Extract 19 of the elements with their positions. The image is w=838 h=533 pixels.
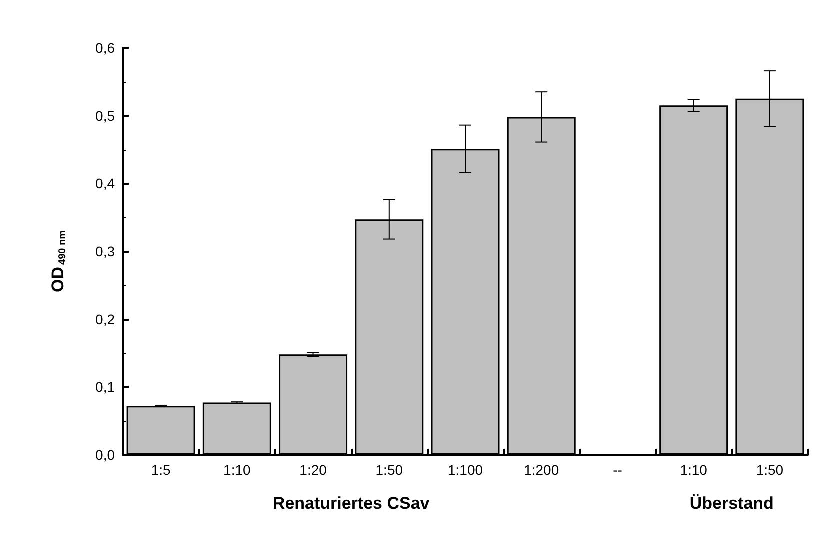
y-tick-label: 0,1 xyxy=(96,379,116,396)
y-tick-label: 0,6 xyxy=(96,40,116,56)
x-axis-title: Renaturiertes CSav xyxy=(272,494,430,513)
x-tick-label: 1:10 xyxy=(224,462,252,478)
y-axis-title: OD490 nm xyxy=(48,230,68,292)
x-tick-label: 1:200 xyxy=(524,462,560,478)
text: Überstand xyxy=(690,494,774,513)
y-tick-label: 0,0 xyxy=(96,447,116,463)
x-tick-label: 1:20 xyxy=(300,462,328,478)
x-tick-label: 1:5 xyxy=(151,462,171,478)
y-tick-label: 0,5 xyxy=(96,108,116,124)
y-tick-label: 0,3 xyxy=(96,244,116,260)
x-tick-label: 1:100 xyxy=(448,462,484,478)
x-tick-label: 1:50 xyxy=(756,462,784,478)
x-tick-label: -- xyxy=(613,462,623,478)
y-tick-label: 0,4 xyxy=(96,176,116,192)
x-tick-label: 1:50 xyxy=(376,462,404,478)
y-tick-label: 0,2 xyxy=(96,311,116,328)
x-tick-label: 1:10 xyxy=(680,462,708,478)
